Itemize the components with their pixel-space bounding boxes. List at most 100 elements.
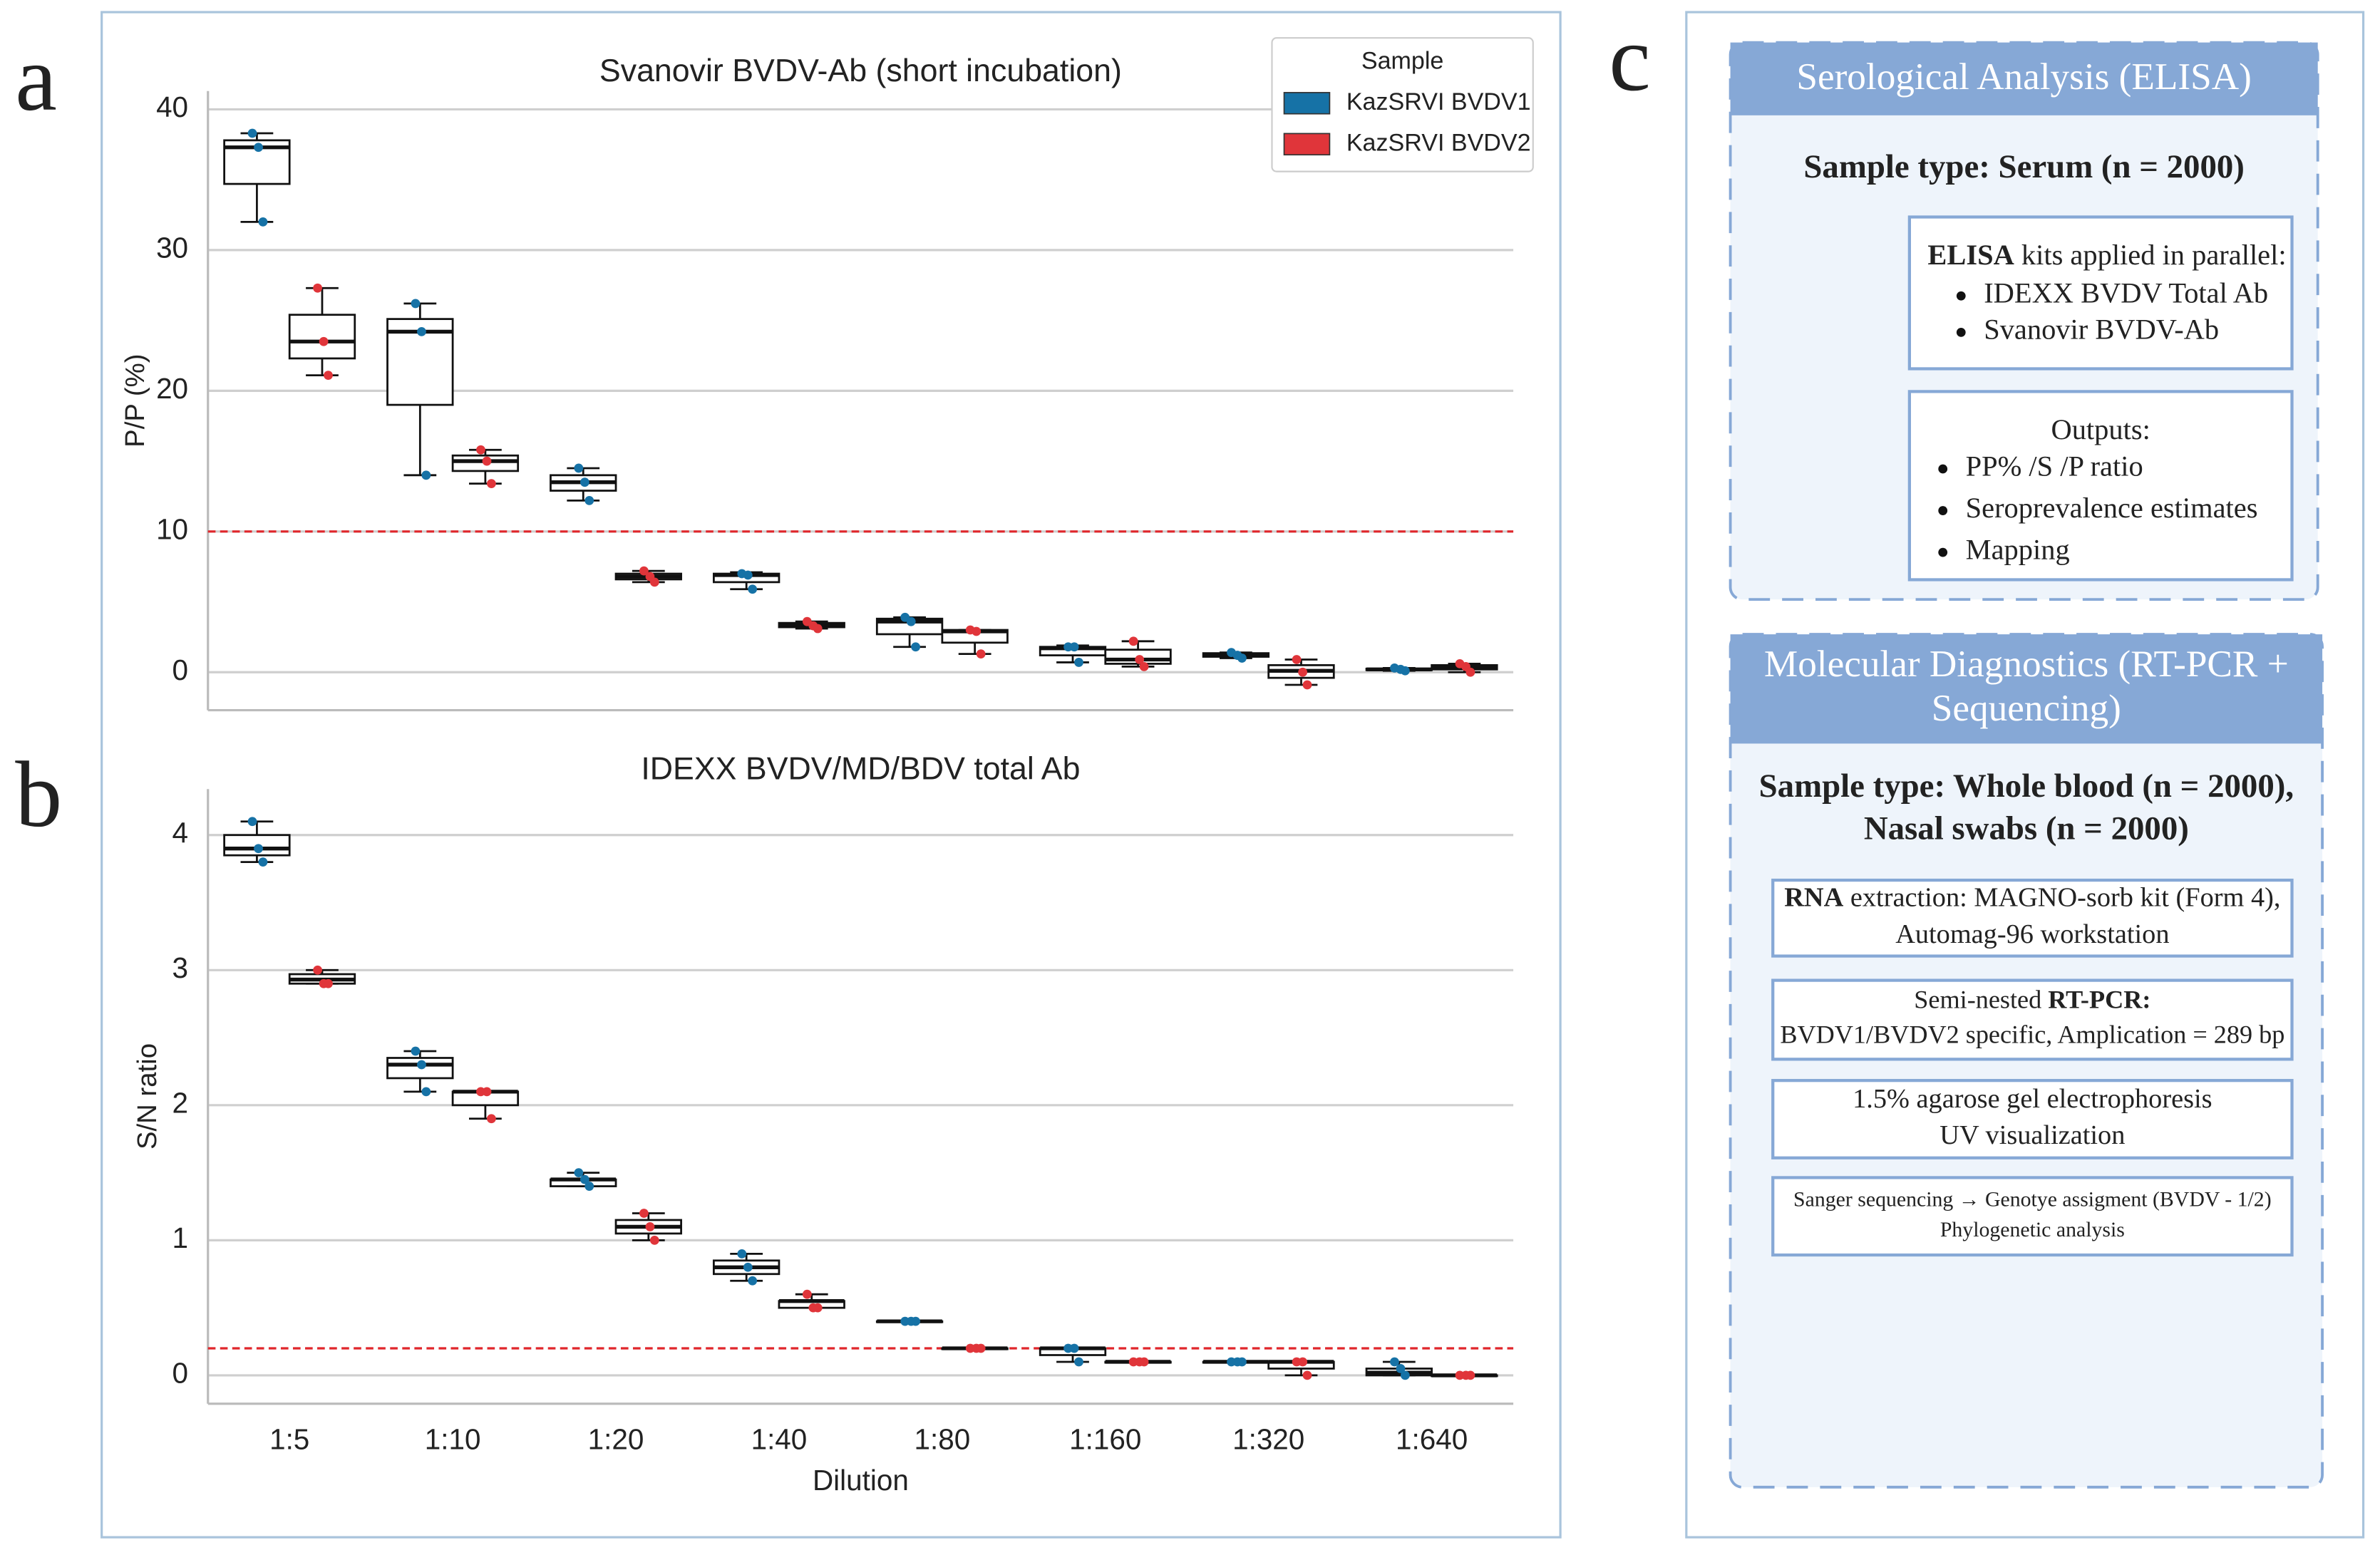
text-run: kits applied in parallel:: [2014, 239, 2287, 271]
data-point: [421, 1087, 431, 1097]
text-run: Sanger sequencing → Genotye assigment (B…: [1793, 1187, 2272, 1211]
data-point: [254, 844, 263, 854]
x-tick-label: 1:20: [588, 1423, 644, 1456]
data-point: [417, 327, 426, 336]
panel-c-frame: [1685, 11, 2365, 1539]
data-point: [487, 479, 496, 489]
panel-label: b: [15, 742, 62, 847]
text-run: BVDV1/BVDV2 specific, Amplication = 289 …: [1780, 1021, 2284, 1049]
step-text: Sanger sequencing → Genotye assigment (B…: [1793, 1187, 2272, 1211]
data-point: [258, 857, 268, 867]
data-point: [649, 577, 659, 587]
step-text: RNA extraction: MAGNO-sorb kit (Form 4),: [1784, 883, 2280, 913]
text-run: Phylogenetic analysis: [1940, 1218, 2125, 1241]
section-title: Molecular Diagnostics (RT-PCR +: [1764, 643, 2289, 685]
data-point: [976, 1343, 986, 1353]
step-text: UV visualization: [1939, 1120, 2125, 1150]
y-tick-label: 0: [172, 653, 189, 686]
legend-title: Sample: [1361, 47, 1444, 74]
text-run: RT-PCR:: [2048, 986, 2150, 1014]
text-run: extraction: MAGNO-sorb kit (Form 4),: [1843, 883, 2280, 913]
data-point: [911, 642, 920, 652]
bullet-text: IDEXX BVDV Total Ab: [1984, 277, 2268, 309]
y-tick-label: 2: [172, 1087, 189, 1120]
section-title: Serological Analysis (ELISA): [1796, 56, 2252, 98]
data-point: [1390, 1357, 1399, 1367]
panel-ab-frame: [101, 11, 1562, 1539]
bullet: [1938, 464, 1948, 474]
text-run: RNA: [1784, 883, 1843, 913]
data-point: [743, 1262, 753, 1272]
legend-swatch: [1283, 133, 1331, 156]
data-point: [1139, 1357, 1149, 1367]
data-point: [324, 978, 333, 988]
data-point: [1069, 1343, 1079, 1353]
data-point: [1139, 661, 1149, 671]
data-point: [411, 1046, 421, 1056]
data-point: [324, 371, 333, 381]
data-point: [482, 456, 492, 466]
data-point: [743, 570, 753, 580]
bullet: [1938, 547, 1948, 557]
data-point: [1465, 1370, 1475, 1380]
step-box: [1907, 390, 2294, 582]
panel-label: a: [15, 26, 57, 130]
data-point: [254, 143, 263, 153]
data-point: [748, 1276, 758, 1286]
y-axis-label: P/P (%): [120, 353, 150, 447]
step-box: [1771, 1079, 2294, 1159]
step-text: Phylogenetic analysis: [1940, 1218, 2125, 1241]
data-point: [639, 1209, 649, 1218]
y-tick-label: 0: [172, 1357, 189, 1390]
sample-type: Nasal swabs (n = 2000): [1864, 810, 2189, 847]
x-tick-label: 1:5: [269, 1423, 309, 1456]
data-point: [1292, 655, 1302, 664]
sample-type: Sample type: Whole blood (n = 2000),: [1759, 768, 2294, 805]
data-point: [1298, 667, 1308, 677]
bullet-text: Seroprevalence estimates: [1966, 492, 2258, 524]
data-point: [906, 616, 916, 626]
y-tick-label: 30: [156, 232, 188, 264]
legend-swatch: [1283, 92, 1331, 115]
data-point: [645, 1222, 655, 1231]
box: [288, 314, 356, 360]
data-point: [421, 470, 431, 480]
x-tick-label: 1:10: [425, 1423, 481, 1456]
x-tick-label: 1:40: [751, 1423, 808, 1456]
data-point: [258, 217, 268, 227]
legend-label: KazSRVI BVDV2: [1346, 129, 1531, 156]
data-point: [1135, 655, 1145, 664]
panel-label: c: [1609, 6, 1651, 110]
data-point: [813, 1303, 823, 1313]
data-point: [579, 1174, 589, 1184]
data-point: [1396, 1364, 1406, 1373]
data-point: [1128, 636, 1138, 646]
data-point: [247, 128, 257, 138]
data-point: [417, 1060, 426, 1070]
bullet-text: Svanovir BVDV-Ab: [1984, 314, 2219, 346]
data-point: [1302, 1370, 1312, 1380]
data-point: [487, 1114, 496, 1124]
step-text: 1.5% agarose gel electrophoresis: [1853, 1084, 2212, 1114]
data-point: [313, 965, 322, 975]
bullet: [1938, 506, 1948, 515]
data-point: [1069, 642, 1079, 652]
data-point: [976, 649, 986, 658]
data-point: [319, 336, 329, 346]
data-point: [1074, 1357, 1083, 1367]
data-point: [1298, 1357, 1308, 1367]
data-point: [584, 1182, 594, 1191]
legend-label: KazSRVI BVDV1: [1346, 88, 1531, 115]
data-point: [911, 1316, 920, 1326]
y-tick-label: 3: [172, 951, 189, 984]
x-axis-label: Dilution: [813, 1464, 909, 1497]
step-box: [1907, 215, 2294, 371]
data-point: [748, 584, 758, 594]
data-point: [1465, 667, 1475, 677]
step-text: BVDV1/BVDV2 specific, Amplication = 289 …: [1780, 1021, 2284, 1049]
y-axis-label: S/N ratio: [132, 1043, 163, 1149]
y-tick-label: 40: [156, 91, 188, 123]
data-point: [737, 1249, 747, 1259]
step-text: Semi-nested RT-PCR:: [1914, 986, 2150, 1014]
